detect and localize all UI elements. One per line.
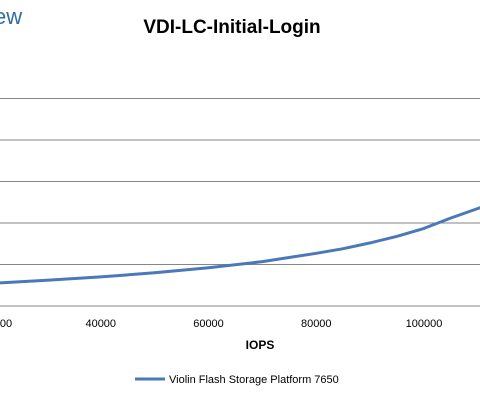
- series-layer: [0, 206, 480, 285]
- x-axis-label: IOPS: [246, 338, 275, 352]
- x-tick-label: 80000: [301, 318, 332, 330]
- x-tick-label: 100000: [406, 318, 443, 330]
- x-tick-label: 40000: [85, 318, 116, 330]
- chart-title: VDI-LC-Initial-Login: [143, 17, 320, 38]
- legend-label: Violin Flash Storage Platform 7650: [169, 374, 339, 386]
- series-line: [0, 206, 480, 285]
- brand-logo-fragment: ew: [0, 4, 23, 29]
- x-tick-label: 00: [0, 318, 12, 330]
- legend: Violin Flash Storage Platform 7650: [135, 374, 339, 386]
- x-axis-ticks: 00 40000 60000 80000 100000: [0, 318, 442, 330]
- gridlines: [0, 98, 480, 265]
- x-tick-label: 60000: [193, 318, 224, 330]
